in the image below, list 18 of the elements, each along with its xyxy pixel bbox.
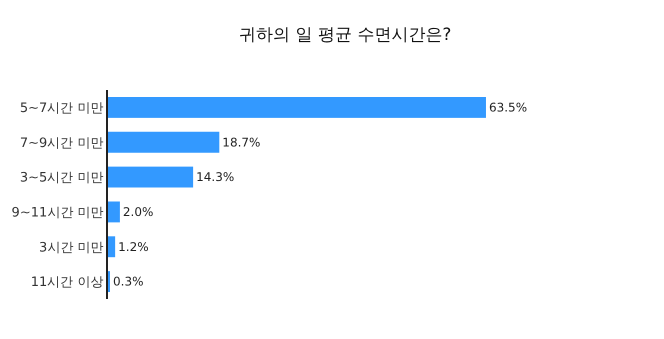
- bar: [108, 201, 120, 222]
- chart-title: 귀하의 일 평균 수면시간은?: [239, 24, 452, 45]
- y-tick-label: 5~7시간 미만: [20, 100, 104, 116]
- data-label: 63.5%: [488, 100, 528, 114]
- bar: [108, 96, 486, 118]
- y-tick-label: 7~9시간 미만: [20, 136, 104, 151]
- data-label: 1.2%: [118, 240, 149, 254]
- data-label: 2.0%: [122, 204, 154, 219]
- bar: [108, 166, 194, 188]
- y-tick-label: 3~5시간 미만: [20, 170, 104, 186]
- bar: [108, 132, 220, 153]
- bar: [108, 236, 116, 258]
- y-tick-label: 11시간 이상: [30, 275, 104, 290]
- y-tick-label: 9~11시간 미만: [12, 205, 104, 220]
- data-label: 0.3%: [113, 274, 144, 289]
- data-label: 18.7%: [222, 135, 260, 150]
- data-label: 14.3%: [196, 170, 234, 184]
- y-tick-label: 3시간 미만: [38, 240, 104, 256]
